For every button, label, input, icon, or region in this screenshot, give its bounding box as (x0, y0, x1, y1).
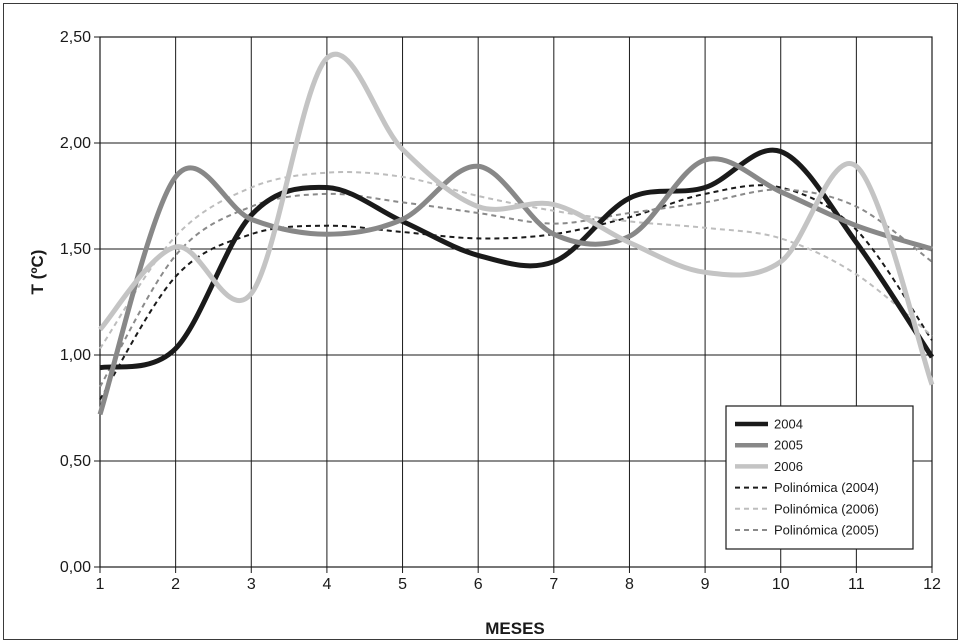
x-axis-ticks: 1 2 3 4 5 6 7 8 9 10 11 12 (96, 576, 941, 593)
y-tick-label: 1,50 (60, 241, 91, 258)
series-lines (100, 54, 932, 414)
y-tick-label: 0,00 (60, 559, 91, 576)
x-tick-label: 10 (772, 576, 790, 593)
y-axis-ticks: 0,00 0,50 1,00 1,50 2,00 2,50 (60, 29, 91, 576)
series-line (100, 54, 932, 385)
y-tick-label: 2,50 (60, 29, 91, 46)
legend-label: 2004 (774, 417, 803, 432)
x-tick-label: 7 (549, 576, 558, 593)
x-tick-label: 4 (322, 576, 331, 593)
x-axis-title: MESES (485, 619, 545, 638)
x-tick-label: 1 (96, 576, 105, 593)
y-tick-label: 2,00 (60, 135, 91, 152)
x-tick-label: 8 (625, 576, 634, 593)
series-line (100, 150, 932, 368)
x-tick-label: 12 (923, 576, 941, 593)
x-tick-label: 9 (701, 576, 710, 593)
legend-label: 2005 (774, 438, 803, 453)
series-line (100, 159, 932, 415)
legend-label: Polinómica (2006) (774, 501, 879, 516)
legend: 2004 2005 2006 Polinómica (2004) Polinómica … (726, 406, 913, 549)
x-tick-label: 2 (171, 576, 180, 593)
legend-label: Polinómica (2004) (774, 480, 879, 495)
y-tick-label: 0,50 (60, 453, 91, 470)
x-tick-label: 11 (848, 576, 865, 593)
y-tick-label: 1,00 (60, 347, 91, 364)
legend-label: Polinómica (2005) (774, 523, 879, 538)
y-axis-title: T (ºC) (28, 250, 47, 295)
x-tick-label: 3 (247, 576, 256, 593)
x-tick-label: 5 (398, 576, 407, 593)
legend-label: 2006 (774, 459, 803, 474)
x-tick-label: 6 (474, 576, 483, 593)
